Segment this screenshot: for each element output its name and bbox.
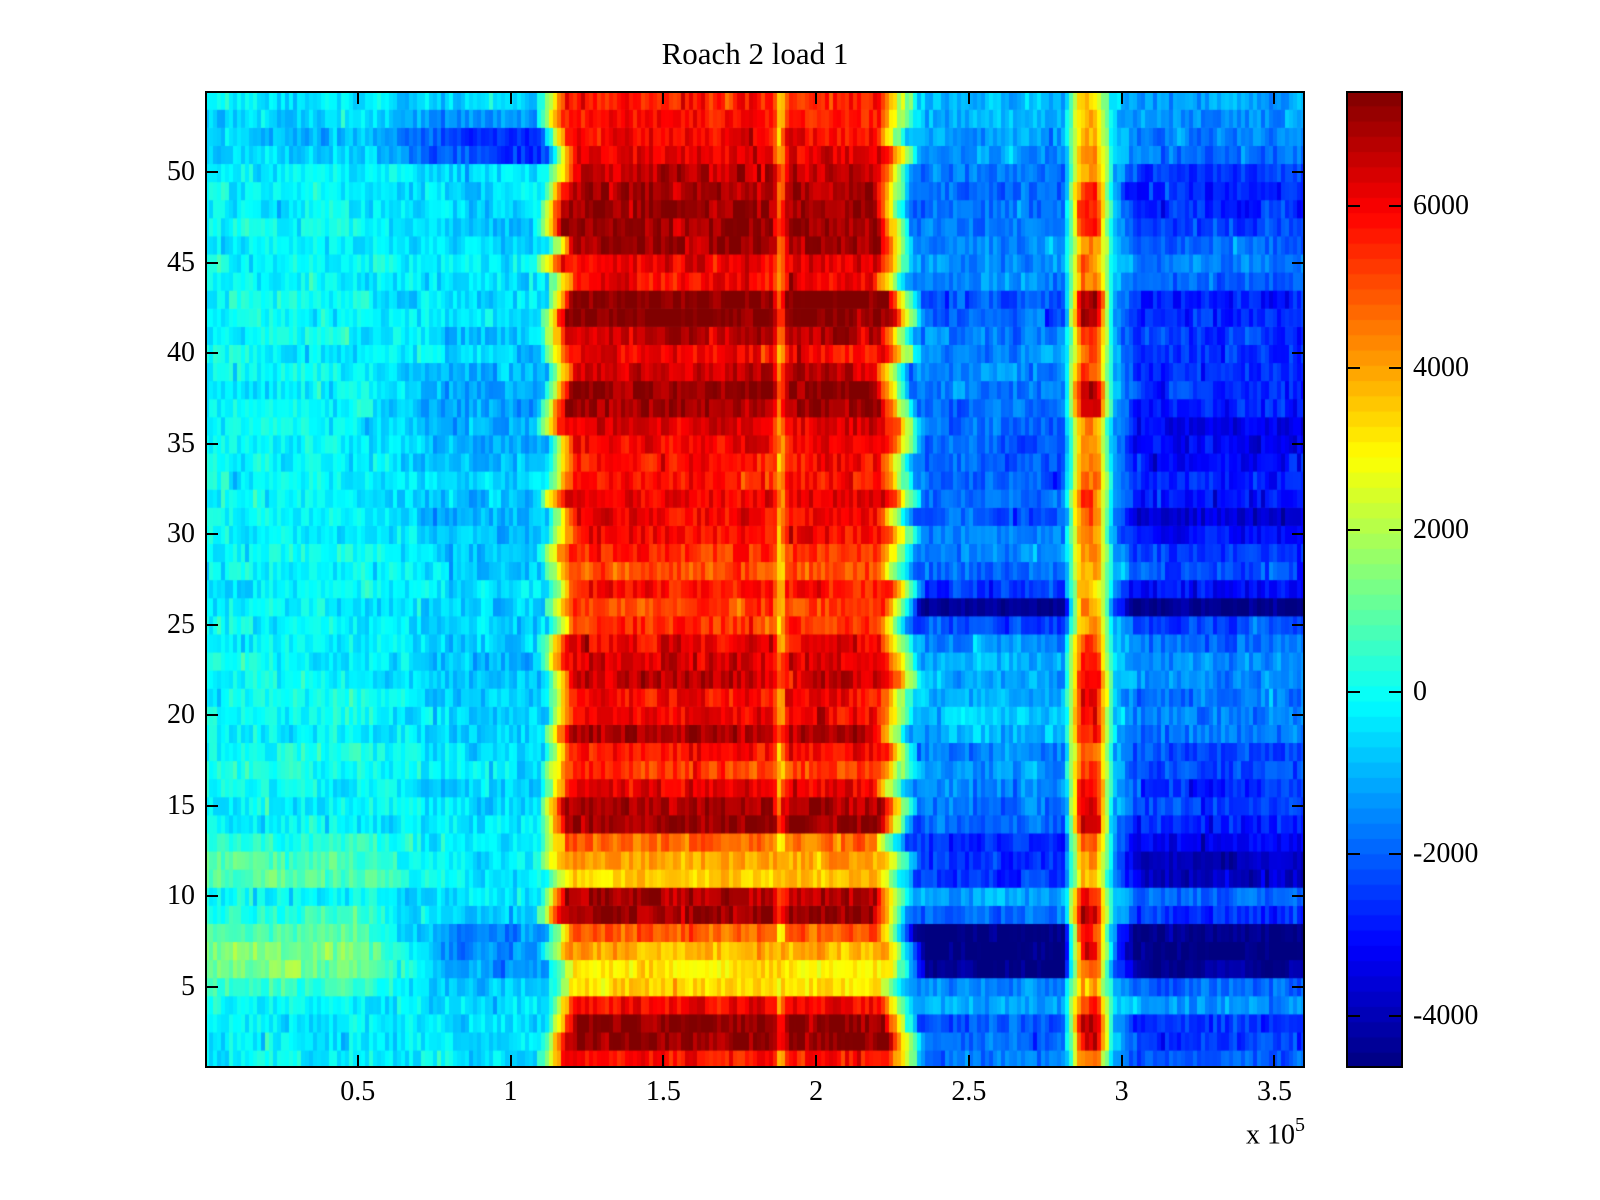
- x-axis-multiplier: x 105: [1105, 1114, 1305, 1151]
- x-tick-label: 1: [503, 1076, 518, 1107]
- colorbar-tick-label: -2000: [1413, 838, 1479, 869]
- y-tick-label: 10: [167, 880, 195, 912]
- colorbar-tick-label: 6000: [1413, 190, 1469, 222]
- colorbar-tick-label: -4000: [1413, 999, 1479, 1031]
- heatmap-canvas: [205, 91, 1305, 1068]
- colorbar-tick-label: 0: [1413, 676, 1427, 707]
- y-tick-label: 25: [167, 608, 195, 640]
- x-tick-label: 3.5: [1256, 1076, 1292, 1107]
- y-tick-label: 15: [167, 789, 195, 821]
- chart-title: Roach 2 load 1: [661, 36, 849, 71]
- y-tick-label: 45: [167, 246, 195, 278]
- y-tick-label: 5: [181, 970, 195, 1002]
- x-tick-label: 1.5: [645, 1076, 681, 1107]
- x-tick-label: 2: [809, 1076, 824, 1107]
- x-tick-label: 2.5: [951, 1076, 987, 1107]
- colorbar-canvas: [1346, 91, 1403, 1068]
- y-tick-label: 35: [167, 427, 195, 459]
- colorbar-tick-label: 4000: [1413, 352, 1469, 383]
- y-tick-label: 30: [167, 518, 195, 550]
- heatmap-plot: [205, 91, 1305, 1068]
- y-tick-label: 50: [167, 156, 195, 188]
- x-axis-multiplier-base: x 10: [1246, 1119, 1295, 1151]
- x-tick-label: 3: [1114, 1076, 1129, 1107]
- x-tick-label: 0.5: [340, 1076, 376, 1107]
- colorbar-tick-label: 2000: [1413, 514, 1469, 545]
- y-tick-label: 20: [167, 699, 195, 731]
- y-tick-label: 40: [167, 337, 195, 369]
- colorbar: [1346, 91, 1403, 1068]
- x-axis-multiplier-exponent: 5: [1295, 1114, 1305, 1136]
